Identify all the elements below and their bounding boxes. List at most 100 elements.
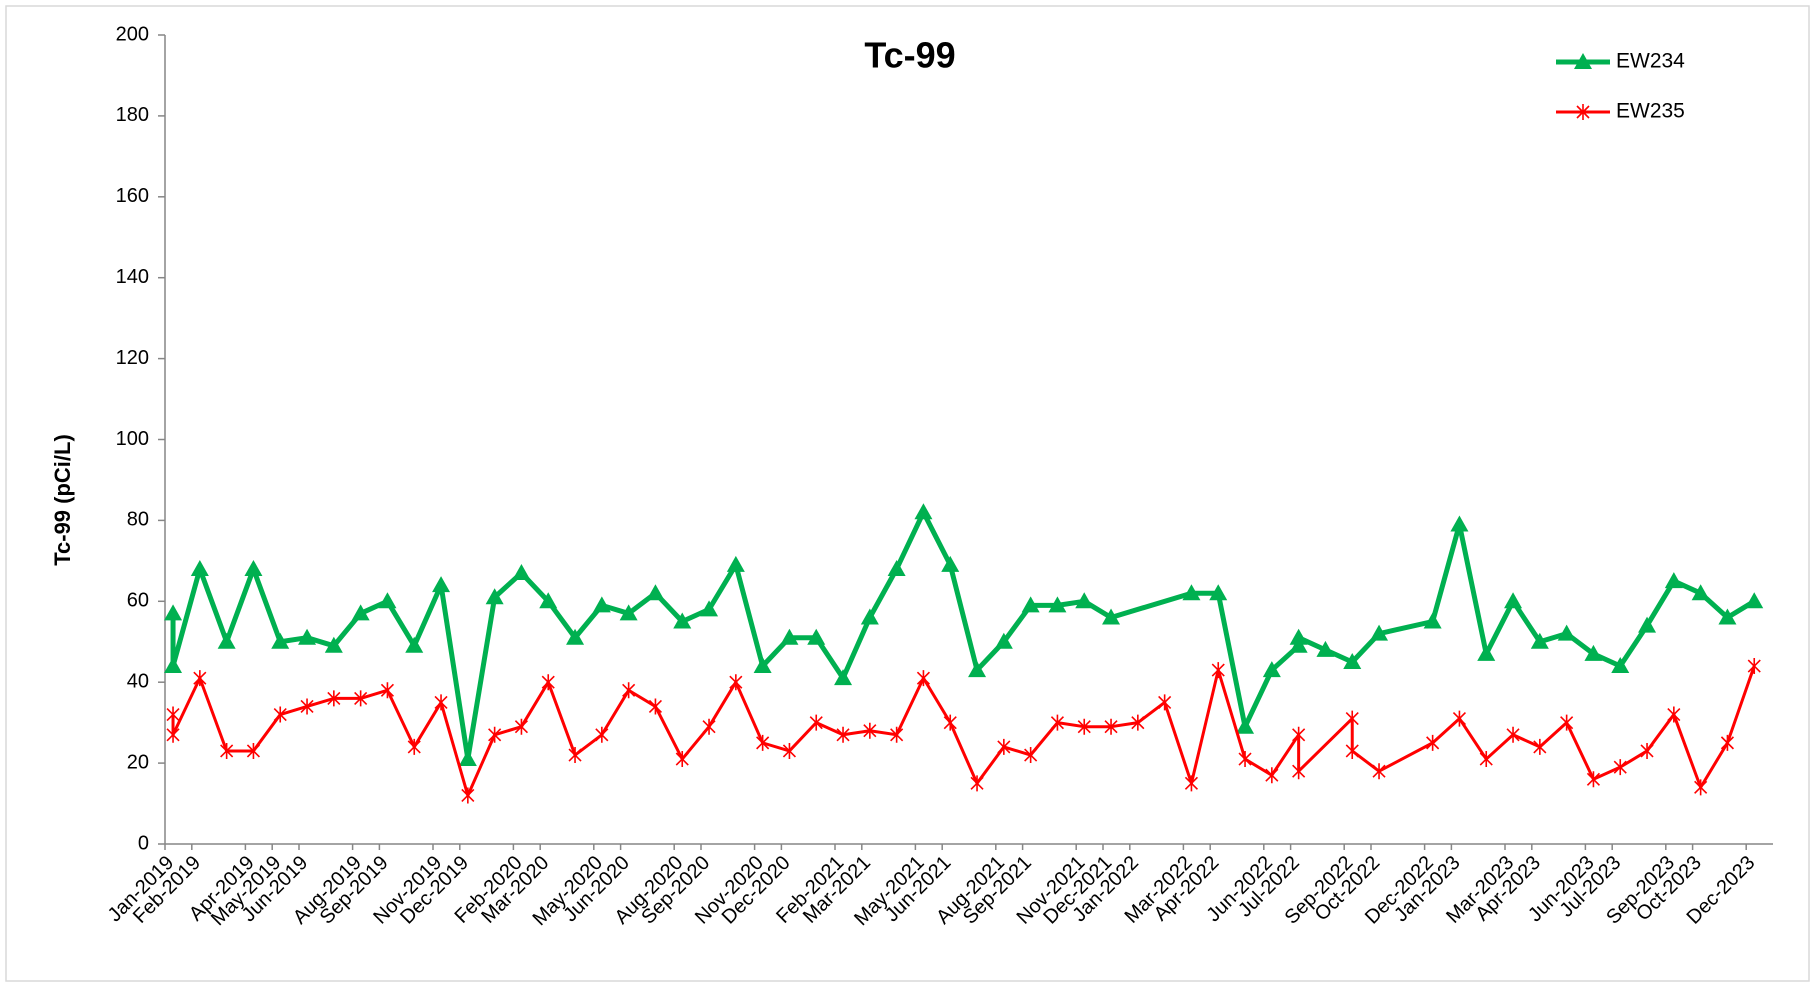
point: [541, 674, 555, 691]
point: [700, 600, 719, 617]
point: [1584, 644, 1603, 661]
point: [1236, 717, 1255, 734]
point: [675, 751, 689, 768]
point: [914, 503, 933, 520]
point: [1530, 632, 1549, 649]
point: [378, 592, 397, 609]
point: [756, 734, 770, 751]
point: [807, 628, 826, 645]
point: [916, 670, 931, 687]
point: [941, 555, 960, 572]
point: [514, 718, 529, 735]
point: [595, 726, 609, 743]
point: [1209, 584, 1228, 601]
point: [271, 632, 290, 649]
point: [1718, 608, 1737, 625]
point: [1316, 640, 1335, 657]
point: [566, 628, 585, 645]
point: [702, 718, 716, 735]
legend-label: EW235: [1616, 100, 1685, 123]
point: [1024, 747, 1038, 764]
point: [434, 694, 448, 711]
point: [300, 698, 314, 715]
point: [539, 592, 558, 609]
point: [890, 726, 904, 743]
point: [646, 584, 665, 601]
point: [1370, 624, 1389, 641]
chart-border: [5, 5, 1810, 982]
point: [1102, 608, 1121, 625]
point: [1292, 763, 1306, 780]
point: [1694, 779, 1708, 796]
point: [1104, 718, 1118, 735]
point: [1075, 592, 1094, 609]
point: [648, 698, 663, 715]
point: [488, 726, 502, 743]
point: [220, 742, 234, 759]
point: [1720, 734, 1735, 751]
point: [485, 588, 504, 605]
point: [1343, 652, 1362, 669]
point: [863, 722, 877, 739]
point: [380, 682, 395, 699]
y-tick-label: 20: [127, 751, 149, 773]
point: [726, 555, 745, 572]
y-tick-label: 60: [127, 590, 149, 612]
point: [834, 669, 853, 686]
point: [753, 657, 772, 674]
point: [997, 738, 1011, 755]
point: [994, 632, 1013, 649]
point: [1048, 596, 1067, 613]
legend-marker: [1576, 104, 1590, 120]
point: [1477, 644, 1496, 661]
point: [244, 559, 263, 576]
point: [622, 682, 636, 699]
point: [1238, 751, 1252, 768]
point: [351, 604, 370, 621]
point: [1450, 515, 1469, 532]
point: [1664, 572, 1683, 589]
point: [193, 670, 207, 687]
point: [164, 657, 183, 674]
point: [512, 563, 531, 580]
y-tick-label: 80: [127, 509, 149, 531]
point: [592, 596, 611, 613]
legend-label: EW234: [1616, 50, 1685, 73]
point: [273, 706, 287, 723]
point: [1372, 763, 1386, 780]
point: [1586, 771, 1601, 788]
point: [782, 742, 797, 759]
point: [619, 604, 638, 621]
point: [1557, 624, 1576, 641]
point: [1423, 612, 1442, 629]
point: [1640, 742, 1654, 759]
point: [1265, 767, 1279, 784]
point: [1667, 706, 1681, 723]
point: [1747, 658, 1761, 675]
point: [860, 608, 879, 625]
point: [1452, 710, 1467, 727]
y-axis-title: Tc-99 (pCi/L): [50, 434, 75, 566]
point: [327, 690, 341, 707]
point: [968, 661, 987, 678]
point: [166, 726, 180, 743]
point: [1611, 657, 1630, 674]
point: [1479, 751, 1493, 768]
legend-marker: [1574, 53, 1592, 69]
point: [809, 714, 823, 731]
point: [1560, 714, 1574, 731]
point: [461, 787, 475, 804]
point: [568, 747, 582, 764]
chart-title: Tc-99: [864, 35, 955, 76]
point: [432, 576, 451, 593]
point: [1158, 694, 1172, 711]
point: [190, 559, 209, 576]
point: [166, 706, 180, 723]
point: [1533, 738, 1547, 755]
point: [407, 738, 421, 755]
point: [298, 628, 317, 645]
point: [780, 628, 799, 645]
point: [405, 636, 424, 653]
point: [729, 674, 743, 691]
y-tick-label: 120: [116, 347, 149, 369]
